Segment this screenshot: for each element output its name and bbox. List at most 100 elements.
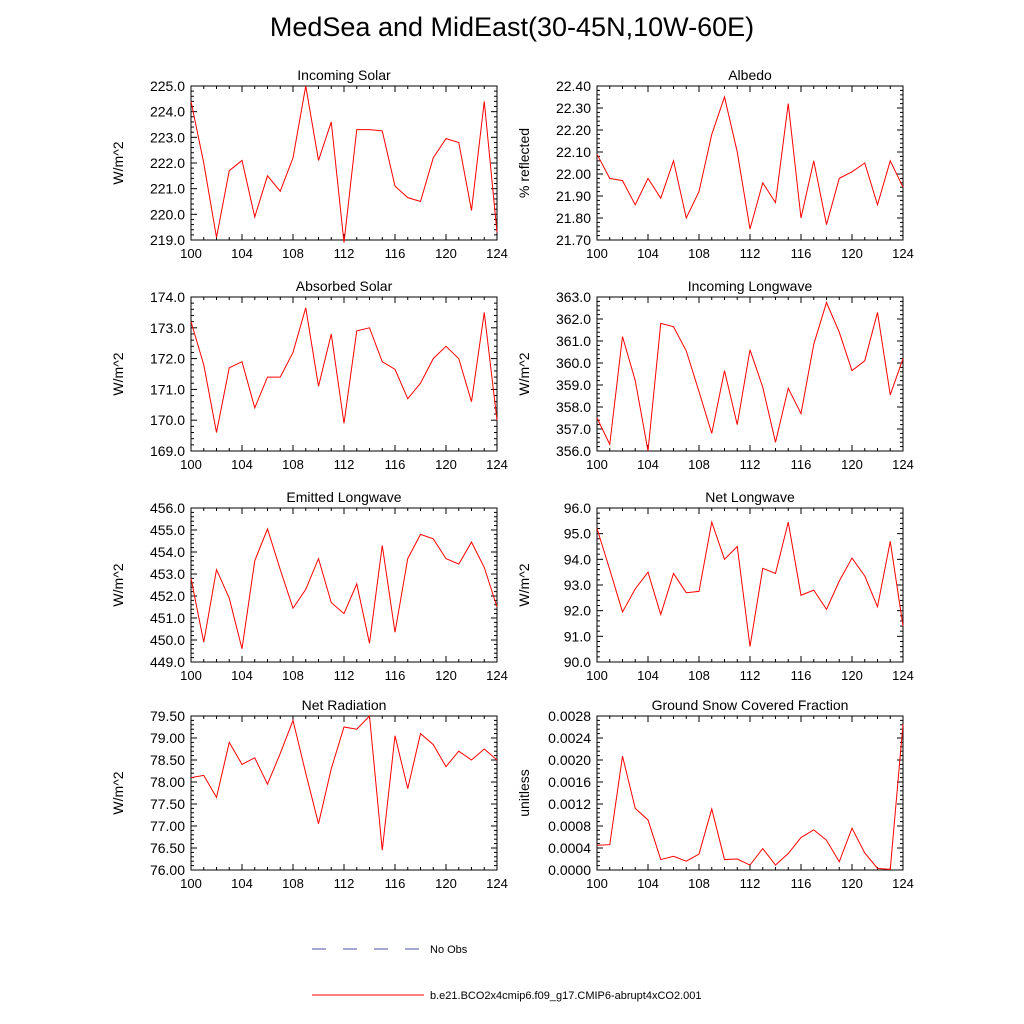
panel-net-longwave: Net Longwave W/m^2 100 104 108 112 116 120 124 90…	[516, 489, 914, 683]
y-tick-label: 451.0	[150, 610, 185, 626]
y-tick-label: 172.0	[150, 351, 185, 367]
x-tick-label: 120	[435, 246, 457, 261]
x-tick-label: 100	[180, 457, 202, 472]
x-tick-label: 112	[740, 668, 761, 683]
x-tick-label: 104	[637, 246, 659, 261]
y-tick-label: 0.0028	[548, 708, 591, 724]
x-tick-label: 120	[841, 876, 863, 891]
plot-frame	[596, 715, 904, 871]
y-tick-label: 0.0004	[548, 840, 591, 856]
x-tick-label: 100	[180, 668, 202, 683]
x-tick-label: 108	[282, 668, 304, 683]
y-tick-label: 222.0	[150, 155, 185, 171]
x-tick-label: 104	[637, 457, 659, 472]
y-tick-label: 22.30	[556, 100, 591, 116]
y-tick-label: 77.00	[150, 818, 185, 834]
y-axis-label: unitless	[516, 769, 532, 816]
plot-frame	[596, 296, 904, 452]
x-tick-label: 100	[586, 457, 608, 472]
x-tick-label: 108	[282, 246, 304, 261]
y-axis-label: W/m^2	[110, 141, 126, 184]
x-tick-label: 100	[180, 876, 202, 891]
y-tick-label: 170.0	[150, 412, 185, 428]
y-tick-label: 452.0	[150, 588, 185, 604]
y-tick-label: 22.10	[556, 144, 591, 160]
y-axis-label: W/m^2	[110, 352, 126, 395]
series-line-albedo	[596, 95, 904, 230]
y-tick-label: 223.0	[150, 129, 185, 145]
y-tick-label: 22.20	[556, 122, 591, 138]
x-tick-label: 120	[841, 246, 863, 261]
plot-frame	[190, 296, 498, 452]
x-tick-label: 108	[282, 876, 304, 891]
panel-absorbed-solar: Absorbed Solar W/m^2 100 104 108 112 116 120 124…	[110, 278, 508, 472]
x-tick-label: 120	[435, 668, 457, 683]
x-tick-label: 104	[231, 457, 253, 472]
y-axis-label: W/m^2	[516, 563, 532, 606]
x-tick-label: 108	[688, 457, 710, 472]
x-tick-label: 116	[791, 668, 812, 683]
y-axis-label: % reflected	[516, 128, 532, 198]
panel-title: Absorbed Solar	[296, 278, 393, 294]
x-tick-label: 108	[688, 876, 710, 891]
y-tick-label: 449.0	[150, 654, 185, 670]
y-tick-label: 78.50	[150, 752, 185, 768]
x-tick-label: 116	[385, 668, 406, 683]
y-tick-label: 225.0	[150, 78, 185, 94]
y-tick-label: 0.0000	[548, 862, 591, 878]
y-tick-label: 77.50	[150, 796, 185, 812]
x-tick-label: 112	[740, 246, 761, 261]
y-tick-label: 361.0	[556, 333, 591, 349]
x-tick-label: 120	[841, 457, 863, 472]
x-tick-label: 108	[688, 246, 710, 261]
series-line-incoming-longwave	[596, 301, 904, 452]
y-tick-label: 357.0	[556, 421, 591, 437]
panel-title: Net Longwave	[705, 489, 795, 505]
x-tick-label: 112	[334, 668, 355, 683]
x-tick-label: 116	[385, 246, 406, 261]
panel-incoming-longwave: Incoming Longwave W/m^2 100 104 108 112 116 120…	[516, 278, 914, 472]
y-tick-label: 220.0	[150, 206, 185, 222]
y-tick-label: 454.0	[150, 544, 185, 560]
panel-title: Ground Snow Covered Fraction	[652, 697, 849, 713]
panel-ground-snow-covered-fraction: Ground Snow Covered Fraction unitless 100 1…	[516, 697, 914, 891]
chart-panels: Incoming Solar W/m^2 100 104 108 112 116 120 124…	[110, 67, 914, 891]
y-tick-label: 0.0024	[548, 730, 591, 746]
y-tick-label: 362.0	[556, 311, 591, 327]
series-line-emitted-longwave	[190, 527, 498, 649]
x-tick-label: 124	[486, 457, 508, 472]
y-tick-label: 171.0	[150, 381, 185, 397]
y-tick-label: 173.0	[150, 320, 185, 336]
panel-title: Net Radiation	[302, 697, 387, 713]
y-tick-label: 93.0	[564, 577, 591, 593]
x-tick-label: 112	[334, 457, 355, 472]
series-line-ground-snow-covered-fraction	[596, 724, 904, 870]
plot-frame	[190, 507, 498, 663]
y-tick-label: 76.50	[150, 840, 185, 856]
x-tick-label: 124	[892, 457, 914, 472]
x-tick-label: 116	[791, 246, 812, 261]
y-tick-label: 450.0	[150, 632, 185, 648]
x-tick-label: 108	[282, 457, 304, 472]
plot-frame	[596, 507, 904, 663]
x-tick-label: 100	[586, 876, 608, 891]
x-tick-label: 104	[231, 876, 253, 891]
panel-albedo: Albedo % reflected 100 104 108 112 116 120 124 21…	[516, 67, 914, 261]
y-tick-label: 0.0012	[548, 796, 591, 812]
plot-frame	[596, 85, 904, 241]
y-tick-label: 22.00	[556, 166, 591, 182]
y-axis-label: W/m^2	[516, 352, 532, 395]
y-tick-label: 76.00	[150, 862, 185, 878]
y-tick-label: 358.0	[556, 399, 591, 415]
x-tick-label: 124	[892, 876, 914, 891]
x-tick-label: 124	[486, 876, 508, 891]
x-tick-label: 116	[791, 876, 812, 891]
plot-frame	[190, 85, 498, 241]
panel-incoming-solar: Incoming Solar W/m^2 100 104 108 112 116 120 124…	[110, 67, 508, 261]
y-tick-label: 363.0	[556, 289, 591, 305]
y-tick-label: 455.0	[150, 522, 185, 538]
y-tick-label: 0.0020	[548, 752, 591, 768]
y-tick-label: 356.0	[556, 443, 591, 459]
legend-no-obs-label: No Obs	[430, 944, 468, 956]
